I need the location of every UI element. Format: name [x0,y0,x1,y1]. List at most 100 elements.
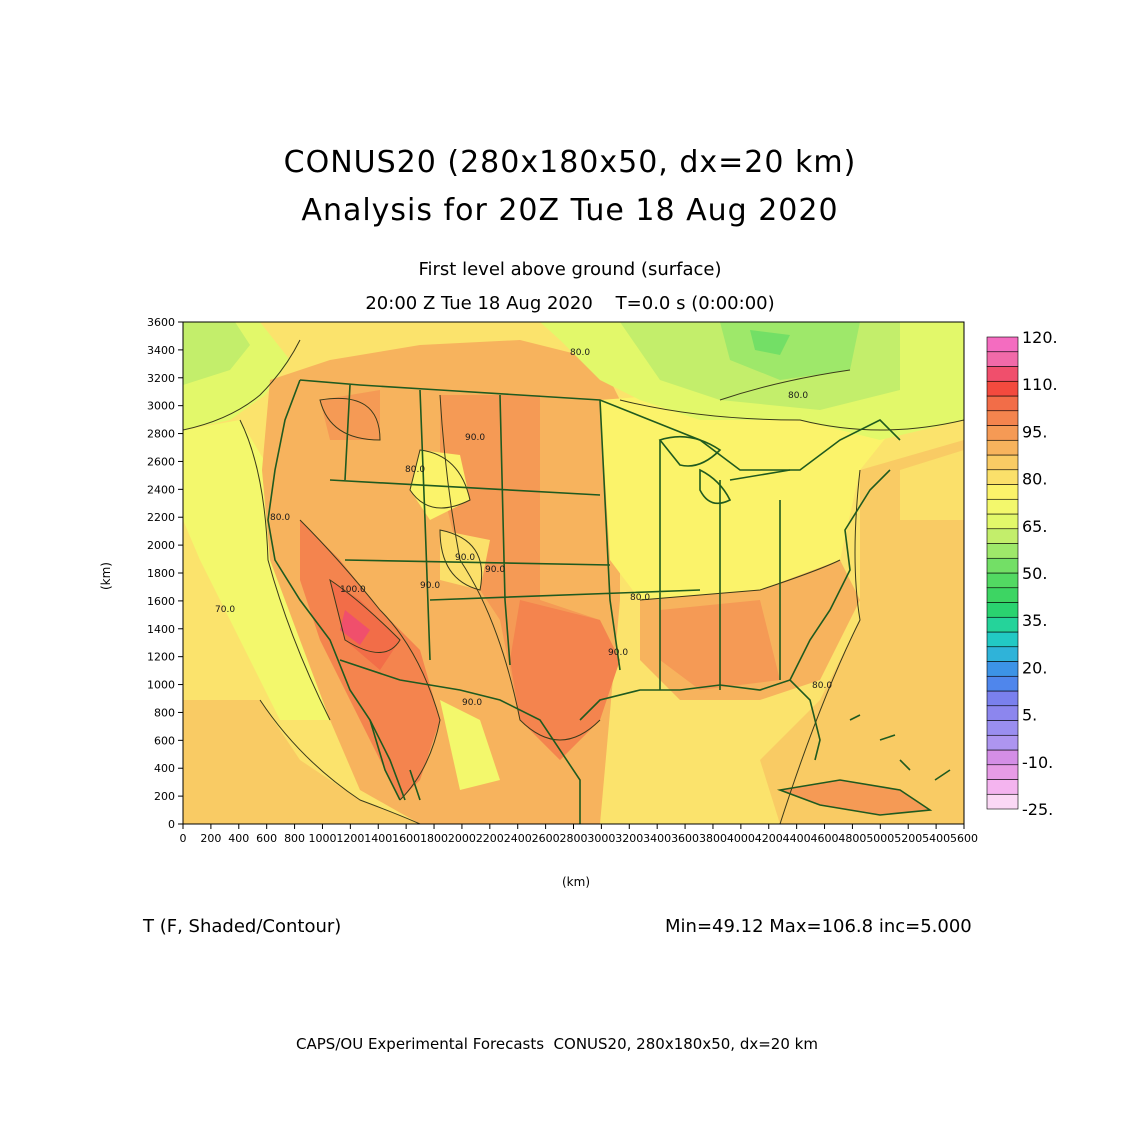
colorbar-swatch [986,602,1019,618]
contour-label: 70.0 [215,605,235,615]
contour-label: 100.0 [340,585,366,595]
colorbar-swatch [986,793,1019,810]
colorbar-swatch [986,484,1019,500]
x-tick-label: 2200 [476,832,504,845]
x-tick-label: 1600 [392,832,420,845]
shade-hudson-coolest [750,330,790,355]
x-tick-label: 4800 [838,832,866,845]
colorbar-swatch [986,749,1019,766]
shade-desert-hotter [330,580,400,670]
contour-line [183,339,301,431]
contour-line [409,449,471,509]
x-axis: 0 200 400 600 800 1000 1200 1400 1600 1800 2000 220… [180,824,978,845]
colorbar-label: 80. [1022,470,1047,489]
x-tick-label: 4600 [811,832,839,845]
x-tick-label: 5400 [922,832,950,845]
plot-subtitle-line1: First level above ground (surface) [418,259,722,280]
colorbar-swatch [986,734,1019,751]
colorbar-swatch [986,661,1019,677]
contour-line [259,699,421,824]
footer-credit: CAPS/OU Experimental Forecasts CONUS20, … [296,1035,818,1053]
contour-lines [183,339,964,824]
y-tick-label: 1200 [147,651,175,664]
colorbar-swatch [986,469,1019,485]
y-tick-label: 400 [154,762,175,775]
contour-label: 80.0 [788,391,808,401]
y-tick-label: 0 [168,818,175,831]
y-tick-label: 1600 [147,595,175,608]
shade-nw-us-hot [320,390,380,440]
boundary-states [329,384,781,690]
colorbar-swatch [986,351,1019,367]
boundaries [267,379,951,824]
shade-texas-hot [510,600,620,760]
x-tick-label: 3600 [671,832,699,845]
x-tick-label: 3200 [615,832,643,845]
colorbar-swatch [986,675,1019,692]
x-tick-label: 4200 [755,832,783,845]
y-tick-label: 3400 [147,344,175,357]
x-tick-label: 1200 [336,832,364,845]
stats-label: Min=49.12 Max=106.8 inc=5.000 [665,916,972,937]
y-axis-label: (km) [99,561,114,591]
x-tick-label: 3800 [699,832,727,845]
colorbar-swatch [986,557,1019,574]
shade-mexico-cool [440,700,500,790]
contour-line [299,519,441,801]
x-tick-label: 4000 [727,832,755,845]
colorbar-swatch [986,690,1019,707]
x-tick-label: 800 [284,832,305,845]
contour-label: 90.0 [465,433,485,443]
y-tick-label: 3200 [147,372,175,385]
colorbar-swatch [986,631,1019,648]
contour-label: 80.0 [270,513,290,523]
colorbar-swatch [986,543,1019,559]
x-tick-label: 2000 [448,832,476,845]
shade-nw-pacific-cool [183,322,250,385]
x-tick-label: 1400 [364,832,392,845]
shade-coastal-strip [183,420,330,720]
shade-desert-max [340,610,370,645]
contour-line [329,578,401,653]
y-tick-label: 2000 [147,539,175,552]
map-shading [183,322,964,824]
colorbar-swatch [986,720,1019,736]
y-tick-label: 1000 [147,679,175,692]
colorbar-swatch [986,395,1019,412]
plot-title-line1: CONUS20 (280x180x50, dx=20 km) [283,145,857,180]
shade-rockies-cool2 [440,530,490,590]
contour-label: 90.0 [420,581,440,591]
y-tick-label: 2600 [147,455,175,468]
contour-label: 80.0 [630,593,650,603]
colorbar-swatch [986,439,1019,456]
x-tick-label: 0 [180,832,187,845]
contour-line [639,559,841,601]
x-tick-label: 3000 [587,832,615,845]
y-tick-label: 3600 [147,316,175,329]
x-tick-label: 200 [200,832,221,845]
y-axis: 0 200 400 600 800 1000 1200 1400 1600 1800 2000 220… [147,316,183,831]
colorbar-swatch [986,587,1019,603]
colorbar: 120. 110. 95. 80. 65. 50. 35. 20. 5. -10. -25. [986,328,1058,819]
y-tick-label: 2400 [147,483,175,496]
boundary-us-canada [299,379,901,471]
contour-label: 90.0 [608,648,628,658]
x-tick-label: 2400 [504,832,532,845]
x-tick-label: 5000 [866,832,894,845]
colorbar-label: 20. [1022,658,1047,677]
x-axis-label: (km) [562,875,591,889]
colorbar-label: -25. [1022,800,1053,819]
plot-subtitle-line2: 20:00 Z Tue 18 Aug 2020 T=0.0 s (0:00:00… [365,293,775,314]
colorbar-swatch [986,764,1019,780]
plot-title-line2: Analysis for 20Z Tue 18 Aug 2020 [301,193,839,228]
contour-line [319,397,381,441]
colorbar-swatch [986,454,1019,471]
x-tick-label: 600 [256,832,277,845]
y-tick-label: 2800 [147,428,175,441]
x-tick-label: 5600 [950,832,978,845]
y-tick-label: 800 [154,706,175,719]
colorbar-label: 5. [1022,706,1037,725]
boundary-great-lakes [658,435,791,505]
x-tick-label: 1000 [308,832,336,845]
y-tick-label: 200 [154,790,175,803]
